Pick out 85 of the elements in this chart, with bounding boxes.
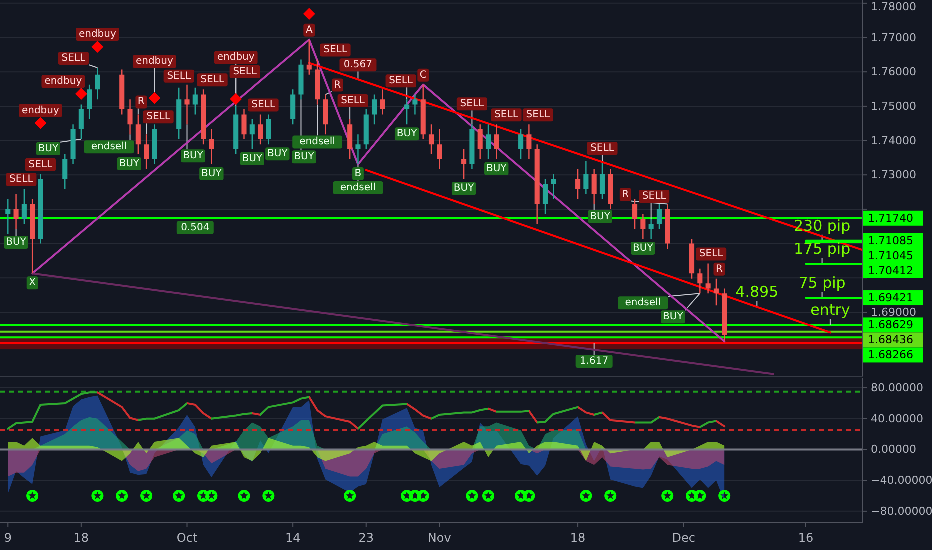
annotation: BUY [38,143,60,154]
annotation: 230 pip [794,216,851,235]
x-tick-label: Oct [176,531,198,545]
annotation: 4.895 [736,282,779,301]
x-tick-label: Dec [672,531,696,545]
annotation: endsell [340,182,376,194]
annotation: 75 pip [798,274,846,292]
annotation: entry [810,301,850,320]
y-tick-label: −80.00000 [871,504,932,518]
annotation: C [420,70,427,81]
ref-line-label: 1.71740 [868,212,914,225]
annotation: SELL [494,110,519,121]
annotation: endbuy [22,105,60,116]
annotation: BUY [6,237,28,248]
annotation: SELL [699,248,724,260]
annotation: 175 pip [794,240,851,258]
x-tick-label: 18 [570,531,586,545]
annotation: SELL [167,70,192,82]
annotation: BUY [454,183,476,194]
data-label: 1.71045 [868,249,914,262]
annotation: SELL [526,110,551,121]
y-tick-label: −40.00000 [871,474,932,488]
annotation: SELL [252,100,276,111]
annotation: SELL [460,98,485,110]
annotation: A [306,24,313,36]
annotation: BUY [202,168,223,180]
annotation: BUY [183,150,204,162]
annotation: 0.567 [344,60,373,71]
annotation: SELL [28,159,54,170]
annotation: endbuy [136,56,174,68]
y-tick-label: 80.00000 [871,382,924,395]
annotation: BUY [633,242,654,254]
annotation: endbuy [78,29,116,40]
y-tick-label: 1.73000 [871,168,916,182]
annotation: SELL [200,74,225,86]
x-tick-label: 16 [798,531,814,545]
annotation: R [716,264,723,275]
annotation: SELL [642,191,667,202]
annotation: endbuy [217,52,255,64]
annotation: BUY [396,128,418,140]
x-tick-label: 18 [74,531,90,545]
annotation: R [622,189,630,200]
annotation: SELL [62,52,86,64]
data-label: 1.71085 [868,234,914,248]
y-tick-label: 1.78000 [871,0,916,14]
annotation: X [29,278,36,289]
annotation: endsell [91,142,128,153]
y-tick-label: 1.74000 [871,134,916,148]
annotation: SELL [324,44,348,56]
annotation: SELL [389,76,414,87]
y-tick-label: 1.76000 [871,66,916,79]
ref-line-label: 1.68266 [868,348,914,362]
y-tick-label: 0.00000 [871,443,916,456]
annotation: SELL [10,174,34,186]
y-tick-label: 40.00000 [871,412,924,426]
x-tick-label: 23 [358,531,374,545]
annotation: BUY [663,312,684,323]
annotation: R [138,96,145,108]
annotation: SELL [590,143,615,154]
annotation: endsell [300,136,336,148]
annotation: BUY [590,211,612,222]
y-tick-label: 1.75000 [871,100,916,113]
annotation: 0.504 [181,222,210,234]
y-tick-label: 1.77000 [871,31,916,44]
data-label: 1.69421 [868,292,914,305]
annotation: endsell [625,298,662,309]
y-tick-label: 1.69000 [871,306,916,319]
ref-line-label: 1.68629 [868,318,914,332]
x-tick-label: 9 [4,531,12,545]
annotation: 1.617 [580,356,609,368]
annotation: BUY [294,152,316,163]
annotation: SELL [233,66,258,78]
annotation: R [334,80,342,91]
x-tick-label: 14 [285,531,301,545]
annotation: BUY [486,163,508,174]
annotation: SELL [341,95,366,106]
annotation: B [354,168,362,180]
data-label: 1.70412 [868,264,914,278]
annotation: SELL [146,112,171,123]
annotation: endbuy [44,76,82,88]
annotation: BUY [119,158,140,170]
annotation: BUY [268,148,289,160]
annotation: BUY [242,153,264,164]
ref-line-label: 1.68436 [868,334,914,347]
x-tick-label: Nov [428,531,452,545]
